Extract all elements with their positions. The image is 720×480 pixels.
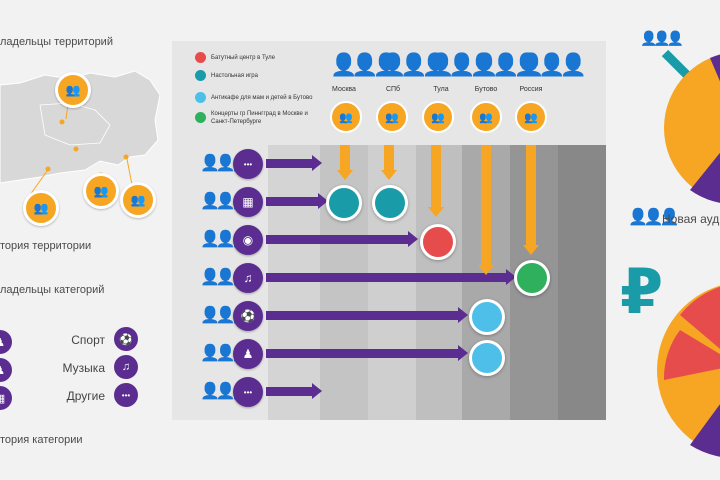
- legend-dot-green: [195, 112, 206, 123]
- arrow-head: [458, 345, 468, 361]
- legend-label: Концерты гр Пиннгград в Москве и Санкт-П…: [211, 111, 308, 125]
- chess-board-icon[interactable]: ▦: [233, 187, 263, 217]
- arrow-head: [408, 231, 418, 247]
- column-label: Бутово: [474, 86, 498, 93]
- column-drop: [384, 145, 394, 170]
- more-dots-icon[interactable]: •••: [233, 377, 263, 407]
- event-dot-green[interactable]: [514, 260, 550, 296]
- arrow-head: [506, 269, 516, 285]
- drop-head: [428, 207, 444, 217]
- column-label: СПб: [385, 86, 401, 93]
- people-icon: 👤👤👤: [517, 52, 587, 77]
- more-dots-icon[interactable]: •••: [233, 149, 263, 179]
- row-arrow: [266, 159, 312, 168]
- column-drop: [526, 145, 536, 245]
- people-badge-icon[interactable]: 👥: [470, 101, 502, 133]
- new-audience-label: Новая ауди: [662, 212, 720, 226]
- column-label: Тула: [433, 86, 449, 93]
- event-dot-teal[interactable]: [326, 185, 362, 221]
- column-drop: [481, 145, 491, 265]
- column-drop: [431, 145, 441, 207]
- map-pin-people-icon[interactable]: 👥: [120, 182, 156, 218]
- arrow-head: [318, 193, 328, 209]
- pie-chart-bottom: [657, 285, 720, 457]
- row-arrow: [266, 235, 408, 244]
- partial-category-icon: ♟: [0, 358, 12, 382]
- legend-dot-red: [195, 52, 206, 63]
- music-note-icon[interactable]: ♫: [114, 355, 138, 379]
- ball-icon[interactable]: ⚽: [233, 301, 263, 331]
- ball-icon[interactable]: ⚽: [114, 327, 138, 351]
- mother-child-icon[interactable]: ♟: [233, 339, 263, 369]
- legend-label: Батутный центр в Туле: [211, 55, 276, 61]
- people-icon: 👤👤👤: [471, 52, 541, 77]
- event-dot-light-blue[interactable]: [469, 340, 505, 376]
- category-history-heading: тория категории: [0, 434, 83, 446]
- arrow-head: [458, 307, 468, 323]
- people-icon: 👤👤👤: [640, 30, 684, 46]
- row-arrow: [266, 349, 458, 358]
- pie-chart-top: [664, 54, 720, 203]
- more-dots-icon[interactable]: •••: [114, 383, 138, 407]
- category-label: Музыка: [62, 361, 105, 375]
- people-badge-icon[interactable]: 👥: [422, 101, 454, 133]
- people-icon: 👤👤👤: [330, 52, 400, 77]
- category-owners-heading: ладельцы категорий: [0, 284, 105, 296]
- drop-head: [478, 265, 494, 275]
- map-pin-people-icon[interactable]: 👥: [55, 72, 91, 108]
- arrow-head: [312, 155, 322, 171]
- people-icon: 👤👤👤: [628, 209, 680, 226]
- people-badge-icon[interactable]: 👥: [515, 101, 547, 133]
- territory-history-heading: тория территории: [0, 240, 92, 252]
- row-arrow: [266, 311, 458, 320]
- ruble-icon: ₽: [620, 258, 664, 327]
- music-note-icon[interactable]: ♫: [233, 263, 263, 293]
- legend-dot-teal: [195, 70, 206, 81]
- drop-head: [381, 170, 397, 180]
- category-label: Спорт: [71, 333, 105, 347]
- trampoline-icon[interactable]: ◉: [233, 225, 263, 255]
- row-arrow: [266, 387, 312, 396]
- column-label: Россия: [519, 86, 543, 93]
- people-badge-icon[interactable]: 👥: [376, 101, 408, 133]
- drop-head: [523, 245, 539, 255]
- map-pin-people-icon[interactable]: 👥: [83, 173, 119, 209]
- column-label: Москва: [332, 86, 356, 93]
- legend-label: Антикафе для мам и детей в Бутово: [211, 95, 313, 101]
- event-dot-teal[interactable]: [372, 185, 408, 221]
- people-icon: 👤👤👤: [379, 52, 449, 77]
- people-icon: 👤👤👤: [427, 52, 497, 77]
- drop-head: [337, 170, 353, 180]
- row-arrow: [266, 197, 318, 206]
- people-badge-icon[interactable]: 👥: [330, 101, 362, 133]
- map-pin-people-icon[interactable]: 👥: [23, 190, 59, 226]
- category-label: Другие: [66, 389, 105, 403]
- row-arrow: [266, 273, 506, 282]
- column-drop: [340, 145, 350, 170]
- territory-owners-heading: ладельцы территорий: [0, 36, 113, 48]
- partial-category-icon: ♟: [0, 330, 12, 354]
- partial-category-icon: ▦: [0, 386, 12, 410]
- event-dot-light-blue[interactable]: [469, 299, 505, 335]
- arrow-head: [312, 383, 322, 399]
- legend-label: Настольная игра: [211, 73, 258, 79]
- event-dot-red[interactable]: [420, 224, 456, 260]
- legend-dot-light-blue: [195, 92, 206, 103]
